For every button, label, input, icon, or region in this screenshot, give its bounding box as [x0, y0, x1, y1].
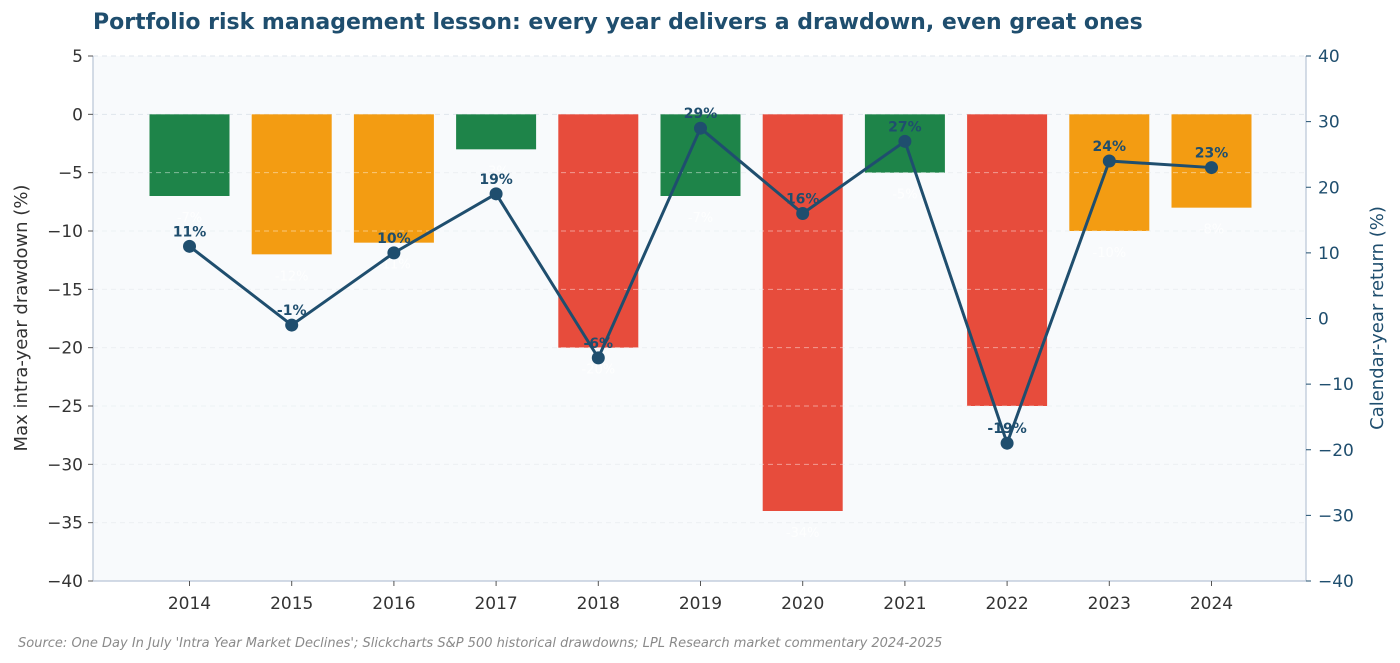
drawdown-bar-label: -10% — [1093, 246, 1127, 261]
return-point-label: -1% — [277, 303, 307, 319]
drawdown-bar-labels: -7% -12% -11% -3% -20% -7% -34% -5% -25% -10% -8% — [93, 164, 1306, 541]
return-point-label: -19% — [987, 421, 1026, 437]
return-point — [489, 187, 503, 201]
x-tick-label: 2016 — [372, 594, 415, 614]
drawdown-bar — [251, 114, 332, 255]
y2-tick-label: −40 — [1318, 572, 1354, 592]
return-point-label: 29% — [684, 106, 718, 122]
return-point-label: 10% — [377, 231, 411, 247]
x-tick-label: 2017 — [474, 594, 517, 614]
x-tick-label: 2020 — [781, 594, 824, 614]
return-point — [591, 351, 605, 365]
drawdown-bar-label: -12% — [275, 269, 309, 284]
source-note: Source: One Day In July 'Intra Year Mark… — [18, 636, 942, 651]
y2-tick-label: −30 — [1318, 506, 1354, 526]
y-tick-label: −5 — [58, 164, 83, 184]
x-tick-label: 2014 — [168, 594, 211, 614]
return-point-labels: 11% -1% 10% 19% -6% 29% 16% 27% -19% 24% 23% — [173, 106, 1229, 437]
return-point-label: 27% — [888, 119, 922, 135]
return-point — [183, 239, 196, 253]
drawdown-bar — [149, 114, 230, 196]
y-axis-label: Max intra-year drawdown (%) — [11, 185, 32, 452]
y2-tick-label: 30 — [1318, 113, 1340, 133]
y2-tick-label: −20 — [1318, 441, 1354, 461]
x-tick-label: 2018 — [577, 594, 620, 614]
drawdown-bar — [353, 114, 434, 243]
x-tick-label: 2023 — [1088, 594, 1131, 614]
drawdown-bars — [149, 114, 1252, 511]
return-point-label: 11% — [173, 224, 207, 240]
drawdown-bar — [456, 114, 537, 150]
drawdown-bar — [1171, 114, 1252, 208]
return-line — [183, 121, 1218, 450]
return-point-label: 16% — [786, 192, 820, 208]
return-point — [1205, 161, 1218, 175]
y-tick-label: 0 — [72, 105, 83, 125]
y2-tick-label: 40 — [1318, 47, 1340, 67]
return-point-label: 23% — [1195, 146, 1229, 162]
return-point-label: 19% — [479, 172, 513, 188]
y-tick-label: −30 — [47, 455, 83, 475]
drawdown-bar-label: -11% — [377, 258, 411, 273]
drawdown-bar-label: -25% — [990, 421, 1024, 436]
drawdown-bar-label: -8% — [1199, 223, 1224, 238]
drawdown-bar-label: -7% — [177, 211, 202, 226]
x-tick-label: 2022 — [985, 594, 1028, 614]
y2-tick-label: −10 — [1318, 375, 1354, 395]
return-point-label: -6% — [584, 336, 614, 352]
return-point — [694, 121, 707, 135]
y2-tick-label: 20 — [1318, 178, 1340, 198]
return-point-label: 24% — [1093, 139, 1127, 155]
x-tick-label: 2015 — [270, 594, 313, 614]
y-tick-label: −25 — [47, 397, 83, 417]
return-point — [898, 134, 912, 148]
y-tick-label: −35 — [47, 514, 83, 534]
drawdown-bar-label: -34% — [786, 526, 820, 541]
drawdown-bar-label: -3% — [483, 164, 508, 179]
y2-tick-label: 0 — [1318, 310, 1329, 330]
return-point — [285, 318, 299, 332]
return-point — [796, 207, 810, 220]
y-tick-label: −20 — [47, 339, 83, 359]
drawdown-bar — [967, 114, 1048, 406]
return-point — [387, 246, 401, 260]
y2-tick-label: 10 — [1318, 244, 1340, 264]
drawdown-bar-label: -7% — [688, 211, 713, 226]
y-tick-label: −15 — [47, 280, 83, 300]
x-tick-label: 2019 — [679, 594, 722, 614]
drawdown-bar — [762, 114, 843, 511]
drawdown-bar — [558, 114, 639, 348]
y-tick-label: 5 — [72, 47, 83, 67]
chart-title: Portfolio risk management lesson: every … — [93, 10, 1143, 35]
y-tick-label: −40 — [47, 572, 83, 592]
y2-axis-label: Calendar-year return (%) — [1367, 206, 1388, 430]
y-tick-label: −10 — [47, 222, 83, 242]
drawdown-bar-label: -5% — [892, 188, 917, 203]
return-point — [1102, 154, 1116, 168]
x-tick-label: 2021 — [883, 594, 926, 614]
drawdown-bar-label: -20% — [582, 363, 616, 378]
return-point — [1000, 436, 1014, 450]
x-tick-label: 2024 — [1190, 594, 1233, 614]
axes: 5 0 −5 −10 −15 −20 −25 −30 −35 −40 40 30 20 10 0 −10 −20… — [47, 47, 1354, 614]
drawdown-bar — [1069, 114, 1150, 231]
